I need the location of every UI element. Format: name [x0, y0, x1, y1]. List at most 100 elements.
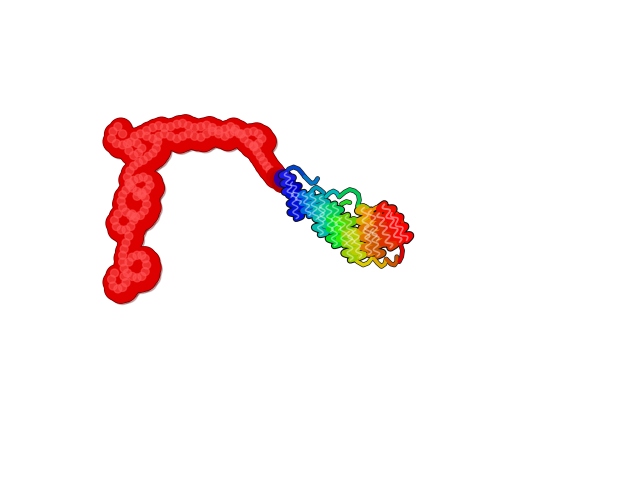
Circle shape [133, 268, 156, 291]
Circle shape [254, 150, 276, 172]
Circle shape [134, 149, 143, 157]
Circle shape [227, 122, 235, 131]
Circle shape [198, 125, 221, 148]
Circle shape [109, 205, 132, 228]
Circle shape [184, 121, 193, 130]
Circle shape [116, 261, 138, 282]
Circle shape [118, 130, 127, 138]
Circle shape [187, 120, 208, 141]
Circle shape [107, 265, 128, 287]
Circle shape [252, 137, 274, 159]
Circle shape [210, 122, 233, 145]
Circle shape [255, 153, 278, 176]
Circle shape [110, 119, 131, 140]
Circle shape [141, 177, 164, 200]
Circle shape [247, 139, 269, 161]
Circle shape [131, 155, 152, 176]
Circle shape [120, 169, 141, 191]
Circle shape [108, 134, 116, 143]
Circle shape [145, 144, 167, 168]
Circle shape [124, 220, 147, 242]
Circle shape [110, 220, 132, 242]
Circle shape [176, 130, 198, 152]
Circle shape [116, 240, 138, 264]
Circle shape [114, 210, 122, 218]
Circle shape [250, 127, 258, 135]
Circle shape [118, 234, 140, 257]
Circle shape [143, 200, 150, 208]
Circle shape [131, 145, 152, 167]
Circle shape [122, 226, 130, 234]
Circle shape [109, 280, 132, 303]
Circle shape [205, 124, 226, 145]
Circle shape [212, 127, 234, 149]
Circle shape [245, 139, 253, 147]
Circle shape [164, 130, 186, 152]
Circle shape [129, 269, 152, 292]
Circle shape [241, 135, 263, 158]
Circle shape [145, 145, 166, 167]
Circle shape [175, 116, 196, 137]
Circle shape [136, 153, 157, 174]
Circle shape [135, 186, 157, 208]
Circle shape [122, 229, 145, 252]
Circle shape [198, 117, 221, 140]
Circle shape [133, 208, 154, 229]
Circle shape [116, 269, 138, 290]
Circle shape [152, 119, 174, 141]
Circle shape [122, 177, 145, 199]
Circle shape [265, 166, 287, 187]
Circle shape [131, 271, 153, 293]
Circle shape [199, 118, 220, 139]
Circle shape [104, 131, 125, 152]
Circle shape [210, 125, 233, 148]
Circle shape [250, 143, 258, 151]
Circle shape [142, 178, 164, 199]
Circle shape [114, 125, 137, 148]
Circle shape [125, 269, 146, 290]
Circle shape [222, 118, 245, 141]
Circle shape [120, 245, 128, 253]
Circle shape [131, 249, 153, 271]
Circle shape [158, 127, 180, 149]
Circle shape [110, 206, 131, 228]
Circle shape [118, 203, 127, 211]
Circle shape [193, 130, 214, 151]
Circle shape [125, 157, 148, 180]
Circle shape [132, 146, 154, 168]
Circle shape [109, 219, 130, 240]
Circle shape [243, 137, 264, 159]
Circle shape [227, 124, 248, 145]
Circle shape [118, 204, 140, 227]
Circle shape [136, 130, 145, 138]
Circle shape [251, 126, 272, 147]
Circle shape [116, 201, 138, 223]
Circle shape [125, 270, 148, 292]
Circle shape [227, 120, 250, 144]
Circle shape [240, 134, 248, 143]
Circle shape [144, 175, 152, 183]
Circle shape [107, 213, 128, 234]
Circle shape [118, 191, 127, 199]
Circle shape [130, 170, 153, 193]
Circle shape [122, 207, 145, 230]
Circle shape [158, 121, 180, 143]
Circle shape [147, 132, 168, 154]
Circle shape [126, 158, 147, 180]
Circle shape [138, 272, 146, 280]
Circle shape [134, 248, 156, 269]
Circle shape [125, 181, 148, 204]
Circle shape [150, 128, 173, 151]
Circle shape [233, 127, 255, 149]
Circle shape [125, 251, 148, 273]
Circle shape [131, 137, 153, 159]
Circle shape [111, 216, 118, 224]
Circle shape [125, 179, 133, 187]
Circle shape [134, 187, 156, 208]
Circle shape [250, 145, 273, 167]
Circle shape [154, 138, 162, 146]
Circle shape [120, 136, 141, 157]
Circle shape [125, 206, 146, 228]
Circle shape [139, 257, 160, 278]
Circle shape [118, 141, 127, 149]
